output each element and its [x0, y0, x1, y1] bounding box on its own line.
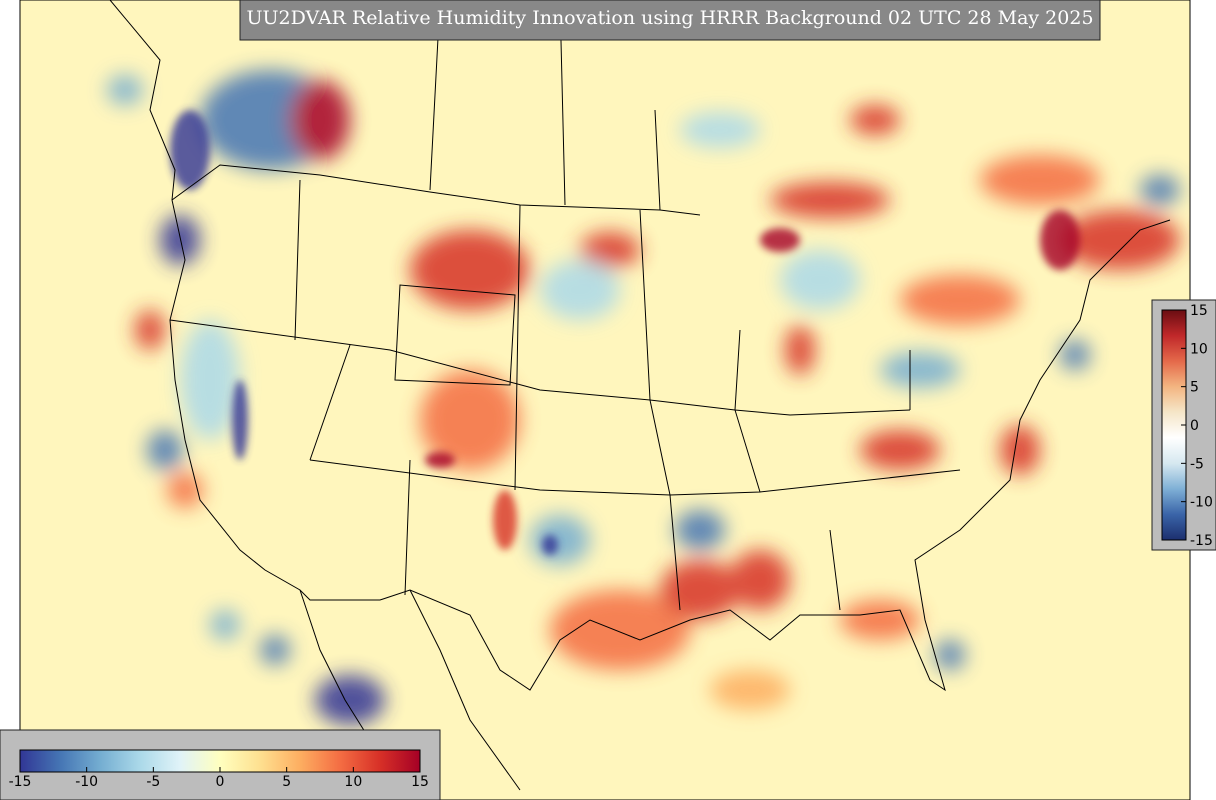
title-box	[239, 0, 1101, 41]
side-colorbar-tick-label: 0	[1190, 418, 1199, 434]
side-colorbar: 15 10 5 0 -5 -10 -15	[1161, 303, 1213, 549]
side-colorbar-tick-label: -5	[1190, 456, 1204, 472]
colorbar-tick-label: 10	[344, 774, 362, 790]
side-colorbar-tick-label: -15	[1190, 533, 1213, 549]
map-title: UU2DVAR Relative Humidity Innovation usi…	[246, 7, 1093, 29]
colorbar-tick-label: -10	[75, 774, 98, 790]
colorbar-tick-label: 5	[282, 774, 291, 790]
colorbar-tick-label: 0	[216, 774, 225, 790]
colorbar-tick-label: 15	[411, 774, 429, 790]
side-colorbar-tick-label: 10	[1190, 341, 1208, 357]
map	[20, 0, 1190, 800]
colorbar: -15 -10 -5 0 5 10 15	[9, 749, 429, 790]
side-colorbar-tick-label: 5	[1190, 380, 1199, 396]
boundaries	[109, 0, 1171, 791]
colorbar-tick-label: -5	[146, 774, 160, 790]
side-colorbar-tick-label: 15	[1190, 303, 1208, 319]
side-colorbar-tick-label: -10	[1190, 495, 1213, 511]
colorbar-tick-label: -15	[9, 774, 32, 790]
